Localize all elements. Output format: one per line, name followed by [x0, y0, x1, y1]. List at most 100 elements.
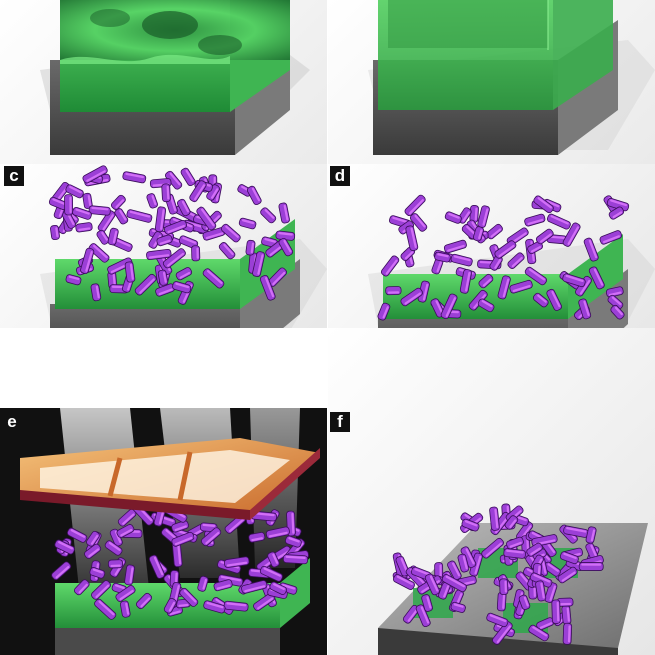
rod — [241, 580, 268, 594]
rod — [176, 198, 191, 217]
rod — [163, 598, 177, 614]
rod — [90, 283, 102, 302]
rod — [122, 171, 147, 184]
rod — [503, 548, 526, 559]
rod — [551, 599, 561, 624]
rod — [126, 209, 153, 223]
panel-e-illustration — [0, 328, 327, 655]
panel-f-illustration — [328, 328, 655, 655]
rod — [84, 543, 102, 559]
rod — [245, 239, 256, 256]
rod — [267, 267, 288, 287]
rod-cluster-exposed — [51, 501, 309, 620]
rod — [528, 624, 550, 642]
rod — [124, 564, 135, 586]
rod — [278, 202, 290, 224]
rod — [260, 207, 277, 224]
rod — [50, 224, 60, 241]
rod — [556, 597, 574, 607]
rod — [459, 269, 472, 294]
rod — [161, 183, 171, 203]
panel-label-e: e — [2, 412, 22, 432]
rod — [535, 228, 554, 245]
rod — [535, 580, 547, 602]
rod — [80, 247, 95, 274]
rod — [201, 527, 222, 547]
panel-a — [0, 0, 327, 327]
rod — [473, 226, 484, 242]
rod — [404, 194, 426, 217]
rod — [544, 582, 558, 603]
rod — [189, 180, 207, 203]
rod — [107, 227, 119, 246]
rod — [507, 252, 525, 269]
panel-label-c: c — [4, 166, 24, 186]
rod — [282, 554, 309, 565]
panel-f: f — [328, 328, 655, 655]
rod — [434, 251, 451, 263]
rod — [65, 184, 84, 199]
rod — [197, 575, 209, 592]
rod — [562, 273, 586, 288]
rod — [82, 165, 108, 184]
rod — [504, 515, 519, 530]
rod — [608, 206, 625, 220]
rod — [562, 222, 581, 247]
rod — [546, 234, 568, 245]
rod — [64, 194, 74, 216]
rod — [494, 240, 517, 259]
rod — [146, 248, 172, 261]
rod — [120, 600, 131, 618]
rod — [252, 251, 266, 277]
rod — [265, 526, 290, 539]
rod — [172, 281, 192, 294]
rod — [588, 266, 605, 290]
rod — [72, 207, 92, 220]
rod — [461, 518, 480, 532]
rod — [238, 217, 257, 230]
rod — [114, 208, 129, 225]
rod — [124, 261, 136, 283]
rod — [246, 185, 262, 206]
rod — [82, 192, 93, 209]
rod — [450, 601, 466, 613]
rod — [518, 594, 531, 610]
rod — [424, 573, 440, 596]
rod — [492, 621, 513, 645]
rod — [278, 237, 294, 257]
rod — [377, 302, 391, 321]
rod — [202, 227, 226, 241]
rod — [607, 294, 624, 310]
rod — [218, 242, 236, 260]
rod — [54, 539, 75, 555]
rod — [94, 598, 117, 620]
rod — [110, 194, 126, 210]
rod — [206, 184, 220, 201]
rod — [75, 222, 93, 233]
rod — [88, 205, 111, 216]
rod — [259, 565, 283, 582]
rod — [175, 267, 193, 281]
rod — [443, 239, 467, 254]
rod — [89, 567, 106, 579]
rod — [409, 213, 428, 232]
rod — [457, 553, 470, 573]
rod — [385, 286, 402, 296]
rod — [533, 195, 554, 214]
rod — [162, 248, 186, 269]
rod — [171, 540, 183, 568]
rod — [285, 535, 302, 548]
rod — [524, 213, 546, 227]
rod — [223, 600, 249, 612]
rod — [213, 579, 233, 592]
rod — [557, 566, 578, 584]
rod — [171, 520, 189, 533]
rod — [415, 604, 431, 628]
rod — [486, 612, 509, 628]
rod — [171, 531, 195, 547]
rod — [66, 527, 88, 543]
rod — [146, 193, 158, 209]
rod — [267, 551, 280, 568]
rod — [116, 524, 135, 538]
rod-cluster-dense — [48, 165, 296, 305]
